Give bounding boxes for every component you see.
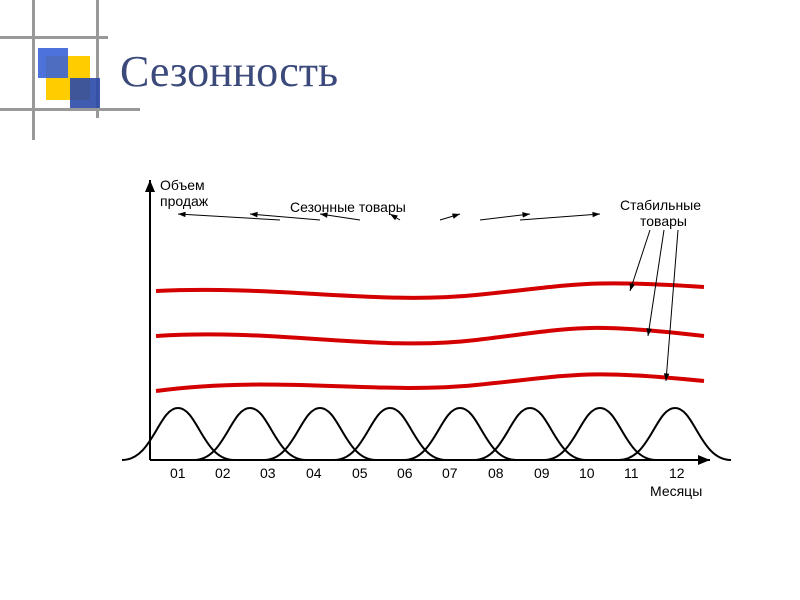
x-tick: 02 — [215, 465, 231, 481]
x-tick: 04 — [306, 465, 322, 481]
x-tick: 03 — [260, 465, 276, 481]
seasonal-peak — [194, 408, 306, 460]
seasonality-chart: Объемпродаж Месяцы 01 02 03 04 05 06 07 08 09 10 11 1… — [110, 160, 750, 540]
x-tick: 08 — [488, 465, 504, 481]
x-tick: 12 — [669, 465, 685, 481]
x-tick: 11 — [624, 465, 639, 481]
seasonal-peak — [122, 408, 234, 460]
seasonal-peak — [334, 408, 446, 460]
seasonal-peak — [264, 408, 376, 460]
stable-label: Стабильные — [620, 197, 701, 213]
x-tick: 07 — [442, 465, 458, 481]
stable-arrow — [666, 230, 678, 381]
seasonal-peak — [404, 408, 516, 460]
seasonal-arrow — [480, 214, 530, 220]
stable-line — [156, 328, 704, 344]
x-tick: 01 — [170, 465, 186, 481]
slide-corner-decor — [0, 0, 140, 140]
slide-title: Сезонность — [120, 46, 338, 97]
seasonal-peak — [474, 408, 586, 460]
seasonal-label: Сезонные товары — [290, 199, 406, 215]
x-axis-label: Месяцы — [650, 483, 702, 499]
svg-text:продаж: продаж — [160, 193, 209, 209]
svg-text:товары: товары — [640, 213, 687, 229]
x-tick: 10 — [579, 465, 595, 481]
stable-line — [156, 283, 704, 298]
seasonal-arrow — [520, 214, 600, 220]
x-tick: 05 — [352, 465, 368, 481]
seasonal-peak — [619, 408, 731, 460]
x-tick: 06 — [397, 465, 413, 481]
y-axis-label: Объем — [160, 177, 205, 193]
stable-line — [156, 374, 704, 391]
seasonal-peak — [544, 408, 656, 460]
x-tick: 09 — [534, 465, 550, 481]
corner-square-blue-2 — [70, 78, 100, 108]
corner-square-blue-1 — [38, 48, 68, 78]
